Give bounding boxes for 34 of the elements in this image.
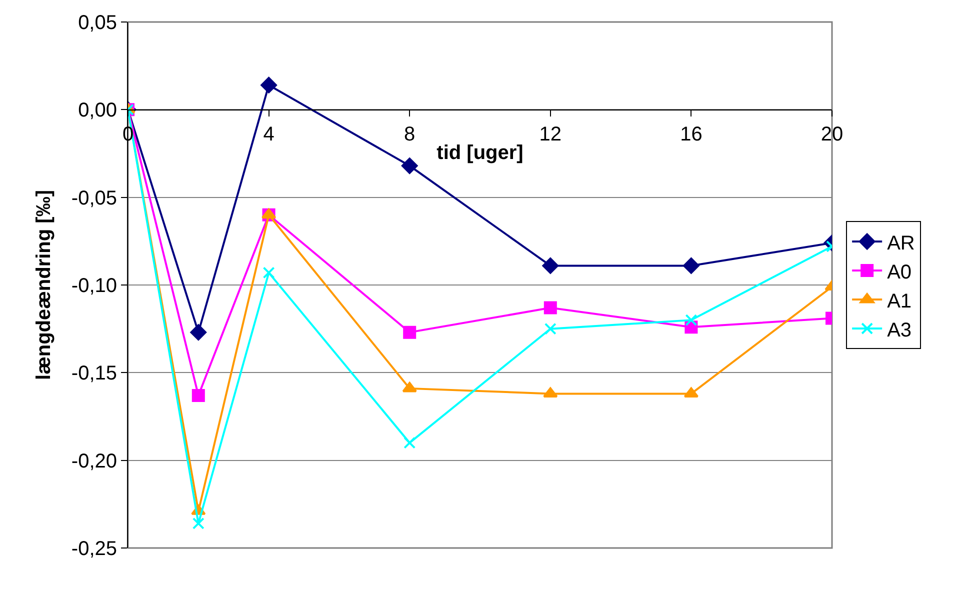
legend-label: AR: [887, 232, 915, 254]
y-tick-label: 0,00: [78, 100, 117, 122]
point: [543, 387, 558, 398]
point: [685, 314, 698, 326]
y-tick-label: -0,15: [71, 362, 117, 385]
point: [261, 208, 276, 219]
x-tick-label: 4: [263, 124, 274, 146]
point: [190, 324, 207, 340]
point: [683, 258, 700, 274]
x-tick-label: 20: [820, 124, 844, 146]
x-tick-label: 12: [539, 124, 562, 146]
point: [402, 382, 417, 392]
point: [401, 158, 418, 174]
point: [542, 258, 559, 274]
y-tick-label: -0,10: [71, 275, 117, 297]
y-tick-label: -0,20: [71, 450, 117, 472]
x-tick-label: 8: [404, 124, 416, 146]
y-axis-title: længdeændring [‰]: [32, 190, 55, 380]
point: [544, 301, 557, 314]
point: [192, 517, 204, 530]
legend-label: A3: [887, 319, 912, 342]
legend-label: A1: [887, 290, 912, 312]
y-tick-label: -0,05: [71, 187, 117, 210]
y-tick-label: -0,25: [71, 538, 117, 560]
legend-label: A0: [887, 261, 912, 284]
x-axis-title: tid [uger]: [436, 142, 524, 164]
point: [260, 76, 277, 94]
x-tick-label: 16: [680, 124, 702, 146]
point: [403, 326, 416, 339]
point: [262, 266, 275, 279]
point: [544, 322, 556, 335]
y-tick-label: 0,05: [78, 12, 117, 34]
point: [404, 436, 416, 449]
point: [192, 388, 205, 402]
